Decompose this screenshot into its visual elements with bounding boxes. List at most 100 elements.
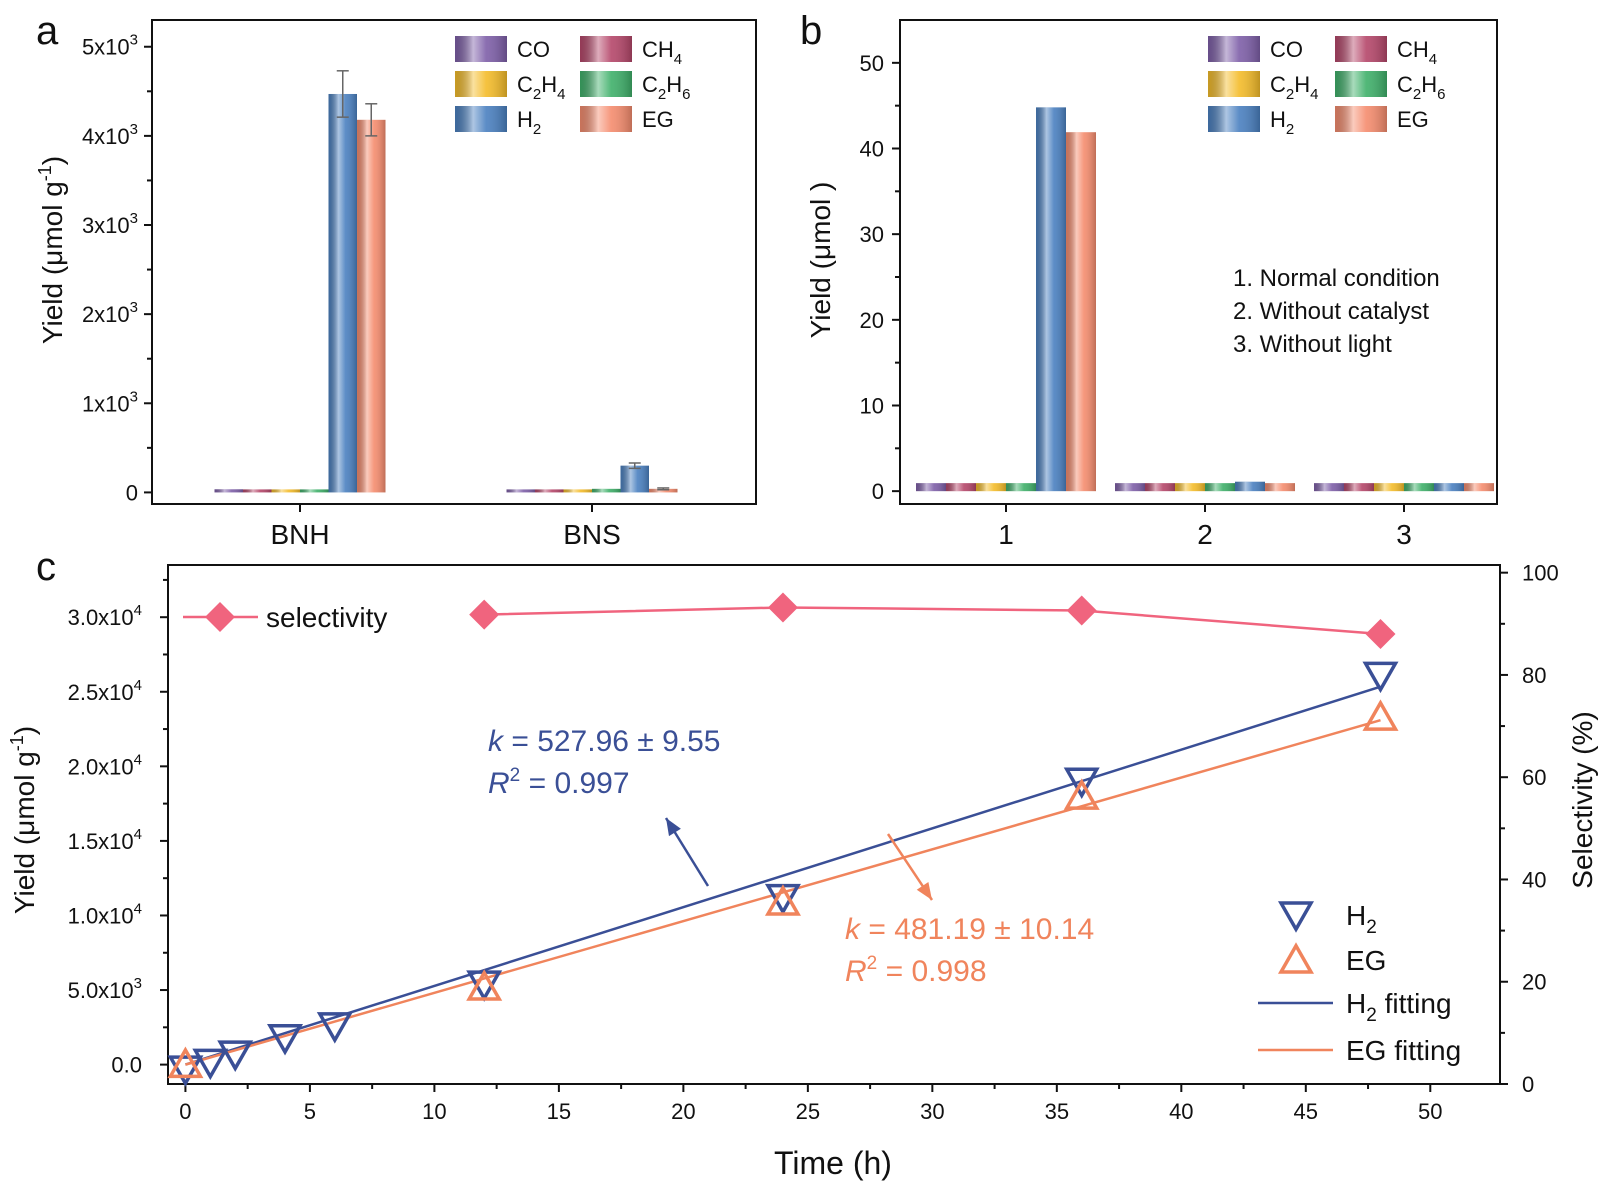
legend-text: EG — [642, 107, 674, 132]
legend-text: CO — [1270, 37, 1303, 62]
y-tick-label: 3x103 — [82, 210, 138, 238]
y-tick-label: 40 — [860, 136, 884, 161]
eg-r-sup: 2 — [867, 953, 878, 974]
eg-point — [1362, 699, 1399, 731]
y-tick-label: 2.5x104 — [68, 677, 142, 705]
y-tick-label: 4x103 — [82, 121, 138, 149]
y2-tick-label: 100 — [1522, 561, 1559, 586]
legend-text: C — [642, 72, 658, 97]
legend-swatch-shine — [580, 36, 632, 62]
eg-point — [167, 1046, 204, 1079]
y-tick-label: 2x103 — [82, 299, 138, 327]
y-tick-label: 1.5x104 — [68, 826, 142, 854]
legend-label-CO: CO — [1270, 37, 1303, 62]
y-tick-mantissa: 2x10 — [82, 302, 130, 327]
h2-point — [1063, 767, 1100, 800]
bar-shine — [1205, 483, 1235, 492]
y-tick-mantissa: 3.0x10 — [68, 605, 134, 630]
bar-shine — [1036, 107, 1066, 492]
y-tick-exponent: 4 — [134, 602, 142, 619]
legend-text: C — [1270, 72, 1286, 97]
selectivity-point — [767, 592, 798, 623]
legend-label-C2H4: C2H4 — [1270, 72, 1318, 103]
x-tick-label-BNS: BNS — [563, 519, 621, 550]
x-tick-label: 5 — [304, 1099, 316, 1124]
x-tick-label-3: 3 — [1396, 519, 1412, 550]
bar-shine — [1434, 483, 1464, 492]
bar-shine — [243, 489, 272, 493]
legend-text: fitting — [1377, 988, 1452, 1019]
panel-label-b: b — [800, 9, 822, 53]
legend-swatch-shine — [1335, 106, 1387, 132]
condition-note-1: 1. Normal condition — [1233, 265, 1440, 292]
y-tick-mantissa: 2.0x10 — [68, 754, 134, 779]
legend-label-H2: H2 — [517, 107, 541, 138]
bar-shine — [328, 93, 357, 493]
y-tick-mantissa: 3x10 — [82, 213, 130, 238]
legend-h2-marker — [1277, 901, 1315, 933]
panel-c-y-axis-label: Yield (μmol g-1) — [7, 726, 40, 914]
legend-text: H — [1346, 900, 1366, 931]
y-tick-label: 1x103 — [82, 388, 138, 416]
bar-shine — [300, 489, 329, 493]
h2-r-sup: 2 — [510, 765, 521, 786]
y2-tick-label: 40 — [1522, 867, 1546, 892]
bar-shine — [620, 465, 649, 493]
y2-tick-label: 60 — [1522, 765, 1546, 790]
bar-shine — [1344, 483, 1374, 492]
x-tick-label-1: 1 — [998, 519, 1014, 550]
x-tick-label: 10 — [422, 1099, 446, 1124]
eg-k-value: = 481.19 ± 10.14 — [860, 913, 1094, 946]
eg-r-symbol: R — [845, 955, 867, 988]
x-tick-label: 35 — [1045, 1099, 1069, 1124]
panel-b-frame — [899, 19, 1498, 505]
bar-shine — [1265, 483, 1295, 492]
y-tick-mantissa: 4x10 — [82, 124, 130, 149]
legend-sub: 2 — [1286, 121, 1294, 138]
legend-sub: 2 — [658, 86, 666, 103]
bar-shine — [535, 489, 564, 493]
legend-text: CH — [1397, 37, 1429, 62]
h2-k-value: = 527.96 ± 9.55 — [503, 725, 720, 758]
h2-r-squared: R2 = 0.997 — [488, 765, 630, 800]
legend-sub: 2 — [1413, 86, 1421, 103]
y-tick-mantissa: 1x10 — [82, 391, 130, 416]
y-tick-label: 20 — [860, 308, 884, 333]
bar-shine — [1006, 483, 1036, 492]
legend-sub: 4 — [674, 51, 682, 68]
y-tick-mantissa: 0 — [126, 480, 138, 505]
y-tick-mantissa: 5x10 — [82, 35, 130, 60]
bar-shine — [1235, 481, 1265, 492]
legend-text: H — [1346, 988, 1366, 1019]
panel-label-a: a — [36, 9, 59, 53]
legend-swatch-shine — [580, 71, 632, 97]
h2-k-symbol: k — [488, 725, 505, 758]
y2-tick-label: 0 — [1522, 1072, 1534, 1097]
y-tick-label: 5x103 — [82, 32, 138, 60]
y-tick-label: 0 — [872, 479, 884, 504]
y-tick-label: 3.0x104 — [68, 602, 142, 630]
legend-sub: 2 — [1366, 1005, 1377, 1026]
y-tick-label: 50 — [860, 51, 884, 76]
x-tick-label: 50 — [1418, 1099, 1442, 1124]
y-tick-mantissa: 1.5x10 — [68, 829, 134, 854]
x-tick-label-2: 2 — [1197, 519, 1213, 550]
x-tick-label-BNH: BNH — [270, 519, 329, 550]
legend-label-EG: EG — [642, 107, 674, 132]
y-tick-exponent: 4 — [134, 900, 142, 917]
legend-sub: 2 — [1286, 86, 1294, 103]
y-tick-mantissa: 5.0x10 — [68, 978, 134, 1003]
legend-swatch-shine — [1208, 106, 1260, 132]
eg-rate-constant: k = 481.19 ± 10.14 — [845, 913, 1094, 946]
panel-b-y-axis-label: Yield (μmol ) — [805, 182, 836, 339]
h2-rate-constant: k = 527.96 ± 9.55 — [488, 725, 720, 758]
y-tick-label: 2.0x104 — [68, 751, 142, 779]
legend-text: CH — [642, 37, 674, 62]
legend-sub: 6 — [1437, 86, 1445, 103]
y-tick-exponent: 3 — [134, 975, 142, 992]
y-tick-label: 0 — [126, 480, 138, 505]
legend-selectivity-marker — [205, 602, 235, 632]
legend-label-CH4: CH4 — [642, 37, 682, 68]
